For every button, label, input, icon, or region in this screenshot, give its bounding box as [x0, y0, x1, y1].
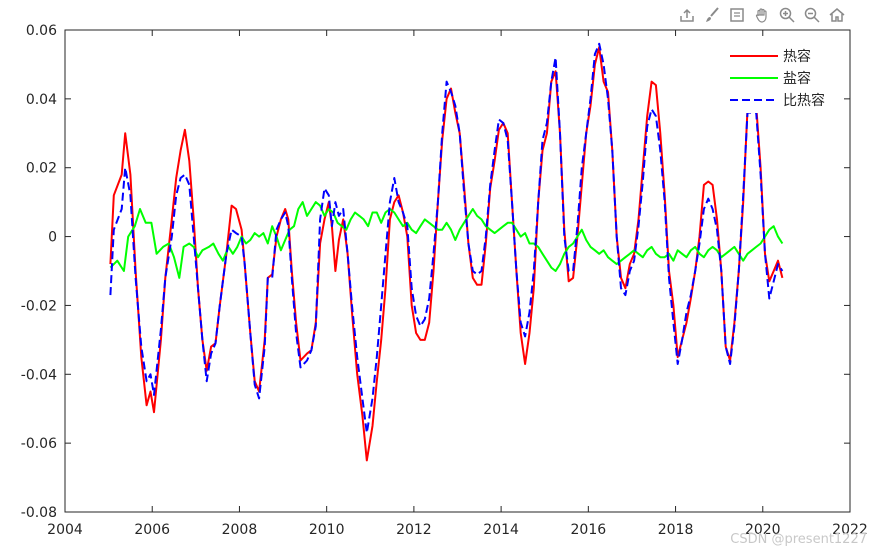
plot-area — [64, 29, 851, 513]
y-tick-label: -0.02 — [21, 298, 57, 314]
y-tick-label: -0.04 — [21, 367, 57, 383]
legend-label-2: 盐容 — [783, 70, 811, 87]
x-tick-label: 2022 — [832, 522, 868, 538]
brush-icon[interactable] — [701, 4, 723, 26]
x-tick-label: 2004 — [47, 522, 83, 538]
zoom-in-icon[interactable] — [776, 4, 798, 26]
y-tick-label: 0 — [48, 230, 57, 246]
x-axis-ticks: 2004 2006 2008 2010 2012 2014 2016 2018 2020 2022 — [47, 30, 868, 538]
legend-label-1: 热容 — [783, 48, 811, 65]
home-icon[interactable] — [826, 4, 848, 26]
watermark: CSDN @present1227 — [730, 532, 867, 547]
x-tick-label: 2006 — [134, 522, 170, 538]
pan-icon[interactable] — [751, 4, 773, 26]
figure-toolbar — [676, 4, 848, 26]
export-icon[interactable] — [676, 4, 698, 26]
y-axis-ticks: -0.08 -0.06 -0.04 -0.02 0 0.02 0.04 0.06 — [21, 23, 850, 521]
x-tick-label: 2016 — [571, 522, 607, 538]
series-line-3 — [109, 42, 784, 434]
x-tick-label: 2010 — [309, 522, 345, 538]
y-tick-label: 0.06 — [26, 23, 57, 39]
x-tick-label: 2012 — [396, 522, 432, 538]
y-tick-label: 0.04 — [26, 92, 57, 108]
x-tick-label: 2020 — [745, 522, 781, 538]
y-tick-label: 0.02 — [26, 161, 57, 177]
x-tick-label: 2018 — [658, 522, 694, 538]
legend: 热容 盐容 比热容 — [725, 45, 840, 113]
x-tick-label: 2008 — [222, 522, 258, 538]
legend-label-3: 比热容 — [783, 92, 825, 109]
y-tick-label: -0.08 — [21, 505, 57, 521]
datatip-icon[interactable] — [726, 4, 748, 26]
series-lines — [109, 42, 784, 462]
zoom-out-icon[interactable] — [801, 4, 823, 26]
y-tick-label: -0.06 — [21, 436, 57, 452]
x-tick-label: 2014 — [483, 522, 519, 538]
